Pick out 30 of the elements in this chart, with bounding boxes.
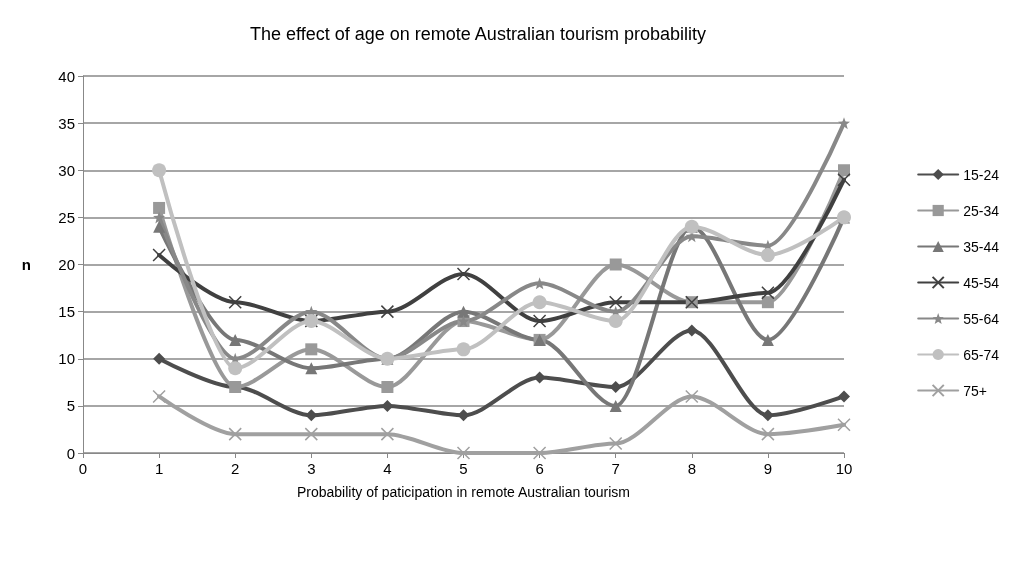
y-tick-label: 35 [58,114,75,132]
x-tick-label: 5 [459,460,468,477]
y-tick-label: 10 [58,350,75,368]
y-tick-label: 20 [58,256,75,273]
y-tick-label: 40 [58,67,75,85]
x-tick-label: 3 [307,460,316,477]
x-tick-label: 1 [154,460,164,477]
y-tick-label: 15 [58,303,75,321]
y-axis-title: n [21,256,31,273]
x-axis-title: Probability of paticipation in remote Australian tourism [296,484,631,500]
legend-label: 35-44 [963,238,1000,255]
legend-label: 55-64 [963,310,1000,327]
legend-label: 15-24 [963,166,1000,183]
legend-label: 45-54 [963,274,1000,291]
y-tick-label: 30 [58,161,75,179]
y-tick-label: 25 [58,208,75,226]
x-tick-label: 8 [687,460,696,477]
x-tick-label: 10 [835,460,853,477]
legend-label: 75+ [963,382,987,399]
x-tick-label: 7 [611,460,620,477]
x-tick-label: 6 [535,460,544,477]
y-tick-label: 5 [66,397,75,415]
x-tick-label: 4 [383,460,392,477]
y-tick-label: 0 [66,444,75,462]
x-tick-label: 9 [763,460,773,477]
chart-title: The effect of age on remote Australian tourism probability [250,24,706,44]
x-tick-label: 2 [231,460,240,477]
x-tick-label: 0 [78,460,88,477]
legend-label: 25-34 [963,202,1000,219]
legend-label: 65-74 [963,346,1000,363]
